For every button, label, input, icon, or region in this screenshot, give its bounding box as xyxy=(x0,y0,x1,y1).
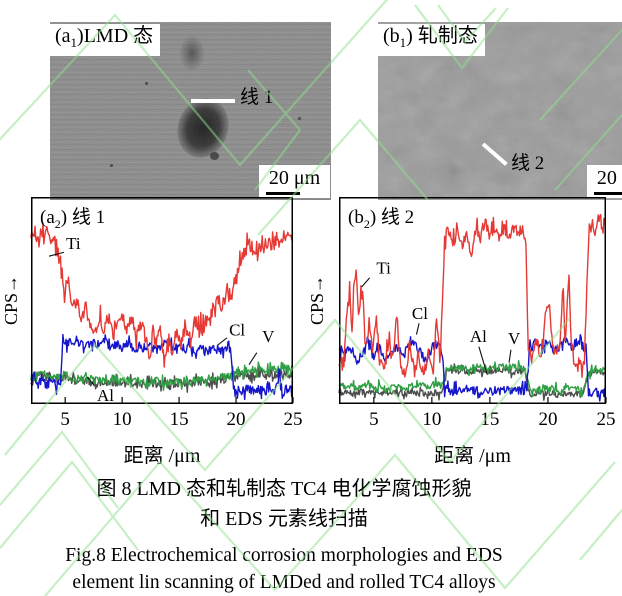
x-axis-label-b2: 距离 /μm xyxy=(434,445,511,467)
corner-label-b2-post: ) 线 2 xyxy=(369,207,415,228)
y-axis-label-b2: CPS→ xyxy=(307,274,327,326)
scale-bar-a1-text: 20 μm xyxy=(268,167,321,189)
x-axis-label-a2: 距离 /μm xyxy=(123,445,201,467)
svg-text:20: 20 xyxy=(227,409,246,430)
line1-marker-line xyxy=(191,99,235,103)
svg-text:25: 25 xyxy=(284,409,303,430)
scale-bar-a1: 20 μm xyxy=(259,165,330,198)
panel-label-b1-pre: (b xyxy=(383,25,400,47)
corner-label-a2-post: ) 线 1 xyxy=(60,207,106,228)
scale-bar-a1-line xyxy=(266,192,300,195)
line1-marker-label: 线 1 xyxy=(240,87,274,108)
svg-text:10: 10 xyxy=(113,409,132,430)
panel-label-b1: (b1) 轧制态 xyxy=(378,24,485,56)
svg-text:Ti: Ti xyxy=(376,259,391,278)
caption-cn-line1: 图 8 LMD 态和轧制态 TC4 电化学腐蚀形貌 xyxy=(96,478,472,500)
caption-en-line2: element lin scanning of LMDed and rolled… xyxy=(72,572,496,593)
svg-text:Al: Al xyxy=(470,327,487,346)
sem-image-rolled: 线 2 (b1) 轧制态 20 μm xyxy=(378,22,622,200)
panel-label-b1-sub: 1 xyxy=(399,35,407,50)
scale-bar-b1-line xyxy=(594,192,622,195)
svg-text:15: 15 xyxy=(170,409,189,430)
caption-cn-line2: 和 EDS 元素线扫描 xyxy=(200,508,368,530)
svg-text:25: 25 xyxy=(597,409,616,430)
corner-label-a2-sub: 2 xyxy=(54,216,61,231)
svg-text:V: V xyxy=(262,327,275,346)
eds-line-chart-b2: 5 10 15 20 25 Ti Cl Al V xyxy=(338,197,616,430)
svg-text:Cl: Cl xyxy=(412,304,428,323)
corner-label-a2: (a2) 线 1 xyxy=(40,202,105,232)
panel-label-a1-post: )LMD 态 xyxy=(77,25,154,47)
panel-label-a1-pre: (a xyxy=(55,25,71,47)
scale-bar-b1: 20 μm xyxy=(587,165,622,198)
scale-bar-b1-text: 20 μm xyxy=(596,167,622,189)
svg-text:20: 20 xyxy=(538,409,557,430)
svg-text:5: 5 xyxy=(369,409,379,430)
corner-label-a2-pre: (a xyxy=(40,207,55,228)
panel-label-b1-post: ) 轧制态 xyxy=(406,25,478,47)
svg-text:V: V xyxy=(508,329,521,348)
caption-en-line1: Fig.8 Electrochemical corrosion morpholo… xyxy=(65,545,503,566)
svg-text:Ti: Ti xyxy=(66,234,81,253)
figure-caption: 图 8 LMD 态和轧制态 TC4 电化学腐蚀形貌 和 EDS 元素线扫描 Fi… xyxy=(0,474,568,596)
corner-label-b2: (b2) 线 2 xyxy=(348,202,414,232)
svg-text:15: 15 xyxy=(480,409,499,430)
svg-text:10: 10 xyxy=(422,409,441,430)
line2-marker-label: 线 2 xyxy=(511,153,545,174)
svg-text:Cl: Cl xyxy=(229,321,245,340)
eds-line-chart-a2: 5 10 15 20 25 Ti Cl V Al xyxy=(30,197,303,430)
corner-label-b2-pre: (b xyxy=(348,207,364,228)
panel-label-a1: (a1)LMD 态 xyxy=(50,24,161,56)
y-axis-label-a2: CPS→ xyxy=(1,274,21,326)
svg-text:5: 5 xyxy=(60,409,70,430)
sem-image-lmd: 线 1 (a1)LMD 态 20 μm xyxy=(50,22,331,200)
svg-text:Al: Al xyxy=(97,386,114,405)
